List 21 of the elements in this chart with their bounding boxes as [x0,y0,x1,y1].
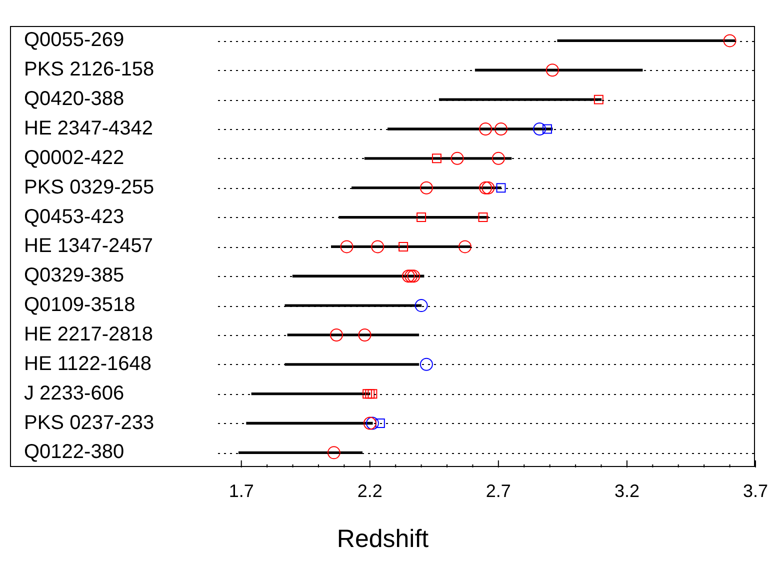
y-tick-label: Q0329-385 [24,264,124,287]
x-tick-label: 3.2 [614,481,640,502]
y-tick-label: PKS 2126-158 [24,58,154,81]
y-tick-label: Q0122-380 [24,441,124,464]
y-tick-label: Q0420-388 [24,88,124,110]
y-tick-label: PKS 0329-255 [24,176,154,198]
y-tick-label: J 2233-606 [24,382,124,404]
y-tick-label: HE 2217-2818 [24,323,153,346]
x-tick-label: 2.2 [357,481,382,502]
x-axis-title: Redshift [336,524,429,553]
y-tick-label: PKS 0237-233 [24,412,154,434]
x-tick-label: 3.7 [742,481,768,502]
y-tick-label: Q0055-269 [24,29,124,52]
y-tick-label: Q0002-422 [24,146,124,169]
y-tick-label: HE 2347-4342 [24,118,153,140]
y-tick-label: HE 1347-2457 [24,235,153,258]
y-tick-label: Q0453-423 [24,206,124,228]
x-tick-label: 2.7 [486,481,511,502]
y-tick-label: Q0109-3518 [24,294,136,316]
x-tick-label: 1.7 [228,481,254,502]
y-tick-label: HE 1122-1648 [24,352,152,375]
